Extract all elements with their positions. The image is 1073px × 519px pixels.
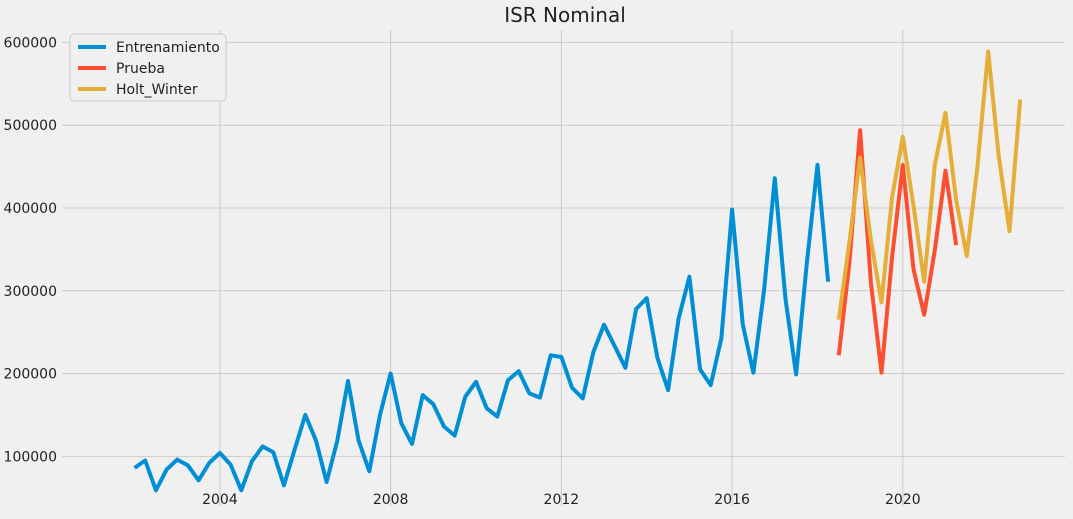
y-tick-label: 500000 [4, 118, 57, 134]
y-tick-label: 600000 [4, 35, 57, 51]
y-tick-label: 300000 [4, 284, 57, 300]
chart-title: ISR Nominal [504, 3, 626, 27]
x-tick-label: 2020 [885, 492, 921, 508]
y-axis: 100000 200000 300000 400000 500000 600000 [4, 35, 57, 465]
x-tick-label: 2016 [714, 492, 750, 508]
x-axis: 2004 2008 2012 2016 2020 [202, 492, 921, 508]
series-group [133, 49, 1023, 493]
x-tick-label: 2008 [373, 492, 409, 508]
x-tick-label: 2004 [202, 492, 238, 508]
legend: Entrenamiento Prueba Holt_Winter [69, 33, 227, 102]
grid [62, 30, 1065, 506]
legend-label: Prueba [116, 61, 165, 77]
legend-box [69, 33, 227, 102]
y-tick-label: 200000 [4, 367, 57, 383]
series-line-holt-winter [836, 49, 1023, 320]
series-line-prueba [836, 128, 959, 375]
legend-label: Holt_Winter [116, 82, 198, 98]
legend-label: Entrenamiento [116, 40, 220, 56]
x-tick-label: 2012 [544, 492, 580, 508]
y-tick-label: 400000 [4, 201, 57, 217]
series-line-entrenamiento [133, 162, 831, 493]
y-tick-label: 100000 [4, 449, 57, 465]
